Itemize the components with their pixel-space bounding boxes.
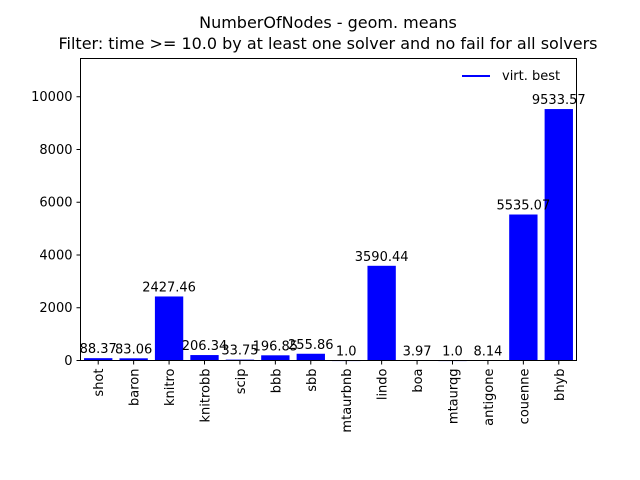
bar-couenne — [509, 214, 538, 361]
value-label-lindo: 3590.44 — [355, 250, 409, 265]
x-tick-label-knitro: knitro — [163, 368, 178, 406]
value-label-boa: 3.97 — [403, 344, 432, 359]
y-tick-label: 8000 — [39, 143, 72, 158]
legend: virt. best — [462, 69, 560, 84]
value-label-shot: 88.37 — [80, 342, 117, 357]
bar-shot — [84, 358, 113, 361]
value-label-knitro: 2427.46 — [142, 280, 196, 295]
bar-knitrobb — [190, 355, 219, 361]
bar-baron — [119, 358, 148, 361]
plot-frame — [80, 58, 577, 361]
value-label-baron: 83.06 — [115, 342, 152, 357]
y-tick-label: 0 — [64, 354, 72, 369]
legend-label: virt. best — [502, 69, 560, 84]
x-tick-label-baron: baron — [128, 369, 143, 406]
chart-title: NumberOfNodes - geom. means — [199, 13, 457, 32]
x-tick-label-scip: scip — [234, 369, 249, 395]
y-axis: 0 2000 4000 6000 8000 10000 — [31, 90, 81, 369]
bars-group — [84, 109, 573, 362]
y-tick-label: 2000 — [39, 301, 72, 316]
bar-lindo — [367, 265, 396, 361]
bar-knitro — [154, 296, 184, 361]
x-tick-label-shot: shot — [92, 369, 107, 397]
x-tick-label-antigone: antigone — [482, 369, 497, 426]
value-label-antigone: 8.14 — [473, 344, 502, 359]
x-tick-label-couenne: couenne — [517, 369, 532, 425]
value-label-bhyb: 9533.57 — [532, 93, 586, 108]
bar-bbb — [261, 355, 290, 361]
chart-subtitle: Filter: time >= 10.0 by at least one sol… — [58, 34, 597, 53]
x-tick-label-lindo: lindo — [376, 368, 391, 400]
bar-sbb — [296, 353, 325, 361]
x-tick-label-bhyb: bhyb — [553, 369, 568, 401]
x-tick-label-boa: boa — [411, 369, 426, 393]
x-tick-label-mtaurbnb: mtaurbnb — [340, 369, 355, 433]
value-label-scip: 33.75 — [221, 344, 258, 359]
value-label-sbb: 255.86 — [288, 338, 334, 353]
x-tick-label-mtaurqg: mtaurqg — [447, 369, 462, 425]
y-tick-label: 4000 — [39, 248, 72, 263]
bar-bhyb — [544, 109, 573, 361]
y-tick-label: 6000 — [39, 196, 72, 211]
value-label-knitrobb: 206.34 — [182, 339, 228, 354]
value-label-couenne: 5535.07 — [496, 199, 550, 214]
value-label-mtaurqg: 1.0 — [442, 344, 463, 359]
value-label-bbb: 196.85 — [253, 339, 299, 354]
value-label-mtaurbnb: 1.0 — [336, 344, 357, 359]
x-axis: shot baron knitro knitrobb scip bbb sbb mtaurbn… — [92, 360, 568, 433]
x-tick-label-knitrobb: knitrobb — [199, 369, 214, 423]
x-tick-label-bbb: bbb — [269, 369, 284, 394]
x-tick-label-sbb: sbb — [305, 369, 320, 392]
y-tick-label: 10000 — [31, 90, 72, 105]
